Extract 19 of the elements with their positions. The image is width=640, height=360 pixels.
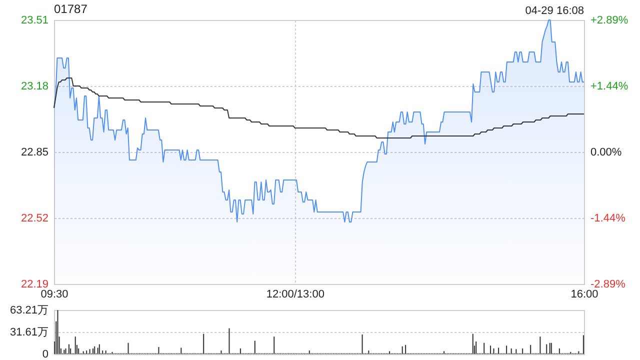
y-tick-label: 31.61万 xyxy=(10,326,48,338)
text: 04-29 16:08 xyxy=(525,5,584,17)
y2-tick-label: -1.44% xyxy=(590,212,626,224)
x-tick-label: 09:30 xyxy=(40,288,68,300)
y-tick-label: 22.52 xyxy=(20,212,48,224)
y-tick-label: 23.51 xyxy=(20,14,48,26)
y-tick-label: 22.85 xyxy=(20,146,48,158)
y-tick-label: 23.18 xyxy=(20,80,48,92)
y2-tick-label: -2.89% xyxy=(590,278,626,290)
y2-tick-label: 0.00% xyxy=(590,146,622,158)
x-tick-label: 12:00/13:00 xyxy=(266,288,324,300)
y-tick-label: 63.21万 xyxy=(10,304,48,316)
x-tick-label: 16:00 xyxy=(570,288,598,300)
chart-title: 01787 xyxy=(54,2,88,16)
y2-tick-label: +2.89% xyxy=(590,14,628,26)
y2-tick-label: +1.44% xyxy=(590,80,628,93)
y-tick-label: 0 xyxy=(42,348,48,360)
line-series xyxy=(54,78,584,138)
y-tick-label: 22.19 xyxy=(20,278,48,290)
